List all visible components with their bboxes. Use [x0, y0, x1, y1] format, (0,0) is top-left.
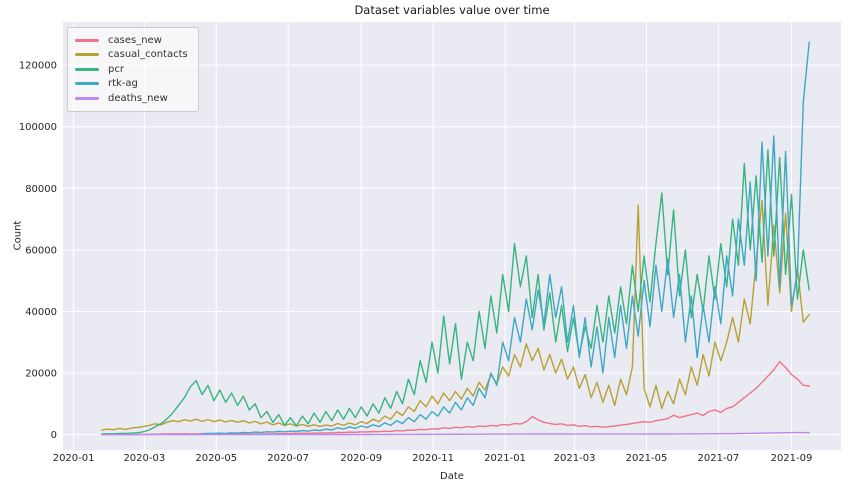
legend-item: casual_contacts: [75, 48, 188, 63]
x-axis-label: Date: [440, 471, 464, 482]
chart-title: Dataset variables value over time: [354, 3, 550, 17]
series-line-casual_contacts: [101, 199, 810, 431]
legend-label: deaths_new: [108, 92, 168, 104]
x-tick-label: 2021-09: [771, 453, 813, 464]
x-tick-label: 2021-05: [626, 453, 668, 464]
series-line-deaths_new: [101, 431, 810, 436]
y-tick-label: 60000: [25, 245, 57, 256]
y-tick-label: 100000: [19, 122, 57, 133]
legend-label: casual_contacts: [108, 49, 188, 61]
series-line-rtk-ag: [201, 41, 810, 435]
legend-label: pcr: [108, 63, 124, 75]
y-axis-label: Count: [12, 220, 24, 251]
legend-item: rtk-ag: [75, 77, 188, 92]
x-tick-label: 2020-11: [412, 453, 454, 464]
y-tick-label: 80000: [25, 184, 57, 195]
x-tick-label: 2021-03: [554, 453, 596, 464]
legend-swatch-deaths_new: [75, 96, 99, 100]
legend-item: pcr: [75, 62, 188, 77]
x-tick-label: 2021-01: [484, 453, 526, 464]
series-line-pcr: [101, 149, 810, 435]
legend-item: cases_new: [75, 33, 188, 48]
y-tick-label: 40000: [25, 307, 57, 318]
y-tick-label: 120000: [19, 61, 57, 72]
legend-label: cases_new: [108, 34, 162, 46]
legend-item: deaths_new: [75, 91, 188, 106]
x-tick-label: 2020-09: [340, 453, 382, 464]
x-tick-label: 2020-03: [123, 453, 165, 464]
y-tick-label: 0: [51, 430, 57, 441]
y-tick-label: 20000: [25, 369, 57, 380]
x-tick-label: 2020-07: [267, 453, 309, 464]
legend-label: rtk-ag: [108, 78, 138, 90]
legend-swatch-cases_new: [75, 38, 99, 42]
legend-swatch-casual_contacts: [75, 53, 99, 57]
legend-swatch-pcr: [75, 67, 99, 71]
x-tick-label: 2021-07: [698, 453, 740, 464]
legend-swatch-rtk-ag: [75, 82, 99, 86]
x-tick-label: 2020-01: [53, 453, 95, 464]
x-tick-label: 2020-05: [195, 453, 237, 464]
